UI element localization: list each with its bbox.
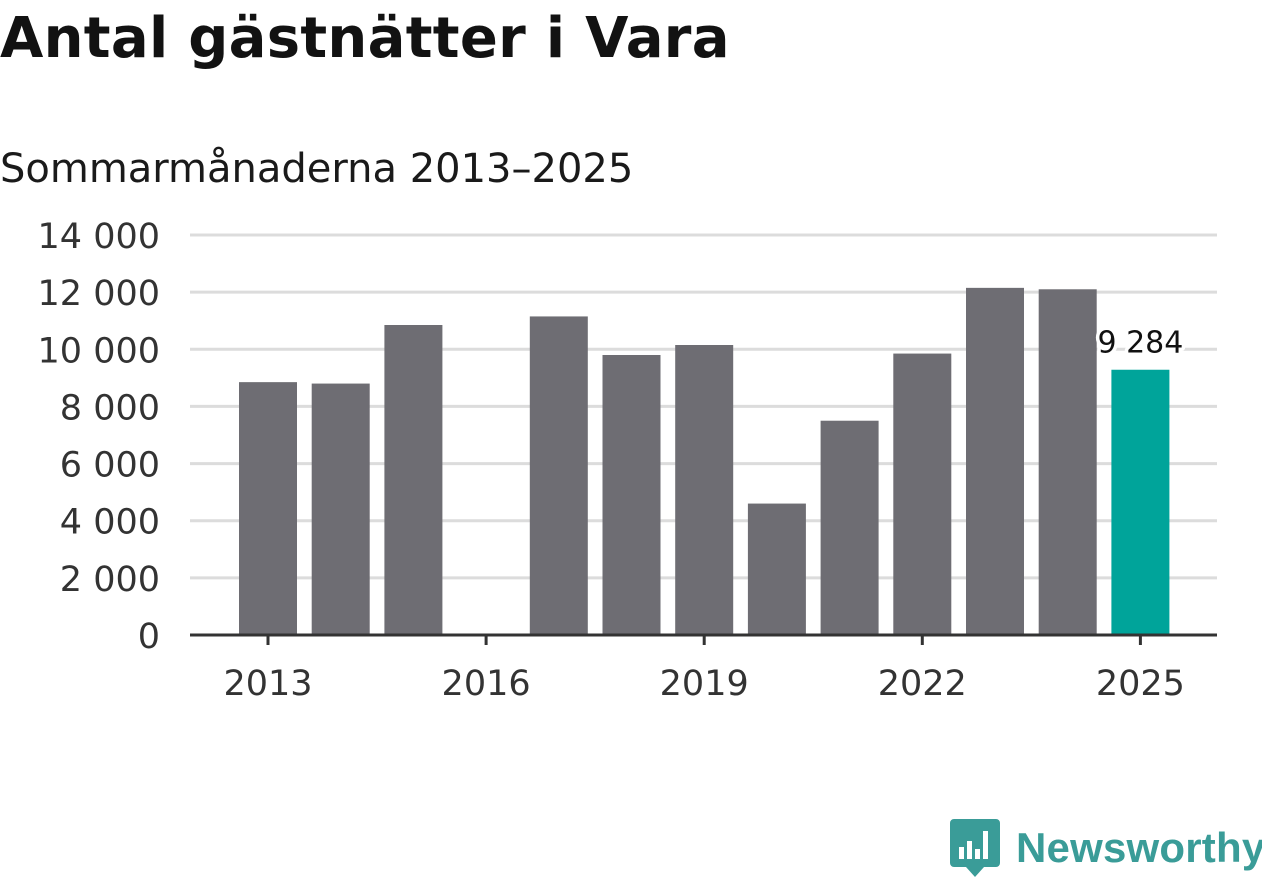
bar [747, 503, 806, 635]
newsworthy-brand: Newsworthy [950, 818, 1262, 878]
labels: 0 2 000 4 000 6 000 8 000 10 000 12 000 14 000 9… [38, 217, 1187, 704]
x-tick-label: 2016 [442, 664, 531, 704]
bars [239, 287, 1170, 635]
chart-title: Antal gästnätter i Vara [0, 6, 730, 71]
y-tick-label: 6 000 [60, 446, 160, 486]
data-label: 9 284 [1097, 326, 1183, 361]
bar [966, 287, 1024, 635]
bar [384, 325, 443, 635]
chart-subtitle: Sommarmånaderna 2013–2025 [0, 146, 634, 192]
bar [820, 420, 879, 635]
y-tick-label: 12 000 [38, 274, 160, 314]
x-tick-label: 2025 [1096, 664, 1185, 704]
bar [893, 353, 952, 635]
y-tick-label: 2 000 [60, 560, 160, 600]
bar [675, 345, 734, 635]
y-tick-label: 10 000 [38, 331, 160, 371]
bar [239, 382, 297, 635]
newsworthy-logo-icon [950, 819, 1000, 877]
x-tick-label: 2019 [660, 664, 749, 704]
bar [1038, 289, 1097, 635]
y-tick-label: 4 000 [60, 503, 160, 543]
brand-name: Newsworthy [1016, 824, 1262, 871]
bar [311, 383, 370, 635]
y-tick-label: 8 000 [60, 388, 160, 428]
bar-highlight [1111, 369, 1170, 635]
y-tick-label: 14 000 [38, 217, 160, 257]
bar [529, 316, 588, 635]
x-tick-label: 2013 [223, 664, 312, 704]
y-tick-label: 0 [138, 617, 160, 657]
axes [190, 633, 1217, 645]
bar [602, 355, 661, 635]
x-tick-label: 2022 [878, 664, 967, 704]
